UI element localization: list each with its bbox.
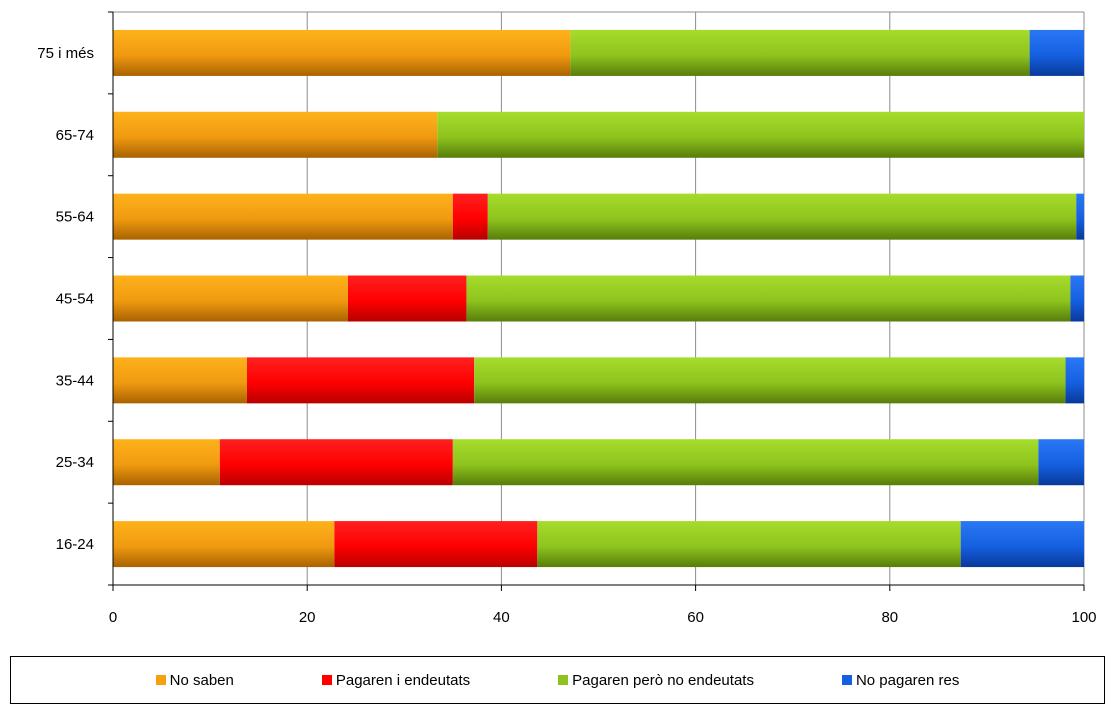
x-tick-label: 60 — [687, 609, 704, 626]
legend-swatch — [558, 675, 569, 685]
bar-segment — [113, 193, 453, 240]
bars — [113, 29, 1085, 568]
y-tick-label: 45-54 — [56, 291, 94, 308]
y-tick-label: 16-24 — [56, 536, 94, 553]
x-tick-label: 20 — [299, 609, 316, 626]
y-tick-label: 35-44 — [56, 372, 94, 389]
legend-label: Pagaren però no endeutats — [572, 671, 754, 689]
bar-segment — [452, 193, 488, 240]
y-tick-label: 65-74 — [56, 127, 94, 144]
legend-swatch — [321, 675, 332, 685]
bar-segment — [113, 29, 571, 76]
legend-swatch — [155, 675, 166, 685]
x-tick-label: 0 — [109, 609, 117, 626]
bar-segment — [113, 521, 335, 568]
legend-item: No pagaren res — [841, 671, 960, 689]
legend-item: Pagaren però no endeutats — [558, 672, 754, 689]
bar-segment — [1065, 357, 1084, 404]
bar-segment — [437, 111, 1085, 158]
bar-segment — [113, 275, 348, 322]
y-tick-label: 75 i més — [37, 45, 94, 62]
bar-segment — [466, 275, 1071, 322]
x-tick-label: 80 — [881, 609, 898, 626]
bar-segment — [487, 193, 1077, 240]
bar-segment — [474, 357, 1066, 404]
bar-segment — [113, 111, 438, 158]
x-tick-label: 40 — [493, 609, 510, 626]
legend-item: No saben — [155, 671, 234, 689]
bar-segment — [246, 357, 475, 404]
bar-segment — [960, 521, 1084, 568]
legend-label: No pagaren res — [855, 671, 960, 689]
bar-segment — [347, 275, 467, 322]
bar-segment — [1076, 193, 1084, 240]
tick-labels: 75 i més 65-74 55-64 45-54 35-44 25-34 16-24 0 2… — [37, 45, 1096, 626]
legend: No saben Pagaren i endeutats Pagaren però … — [10, 656, 1105, 704]
bar-segment — [334, 521, 538, 568]
legend-swatch — [841, 675, 852, 685]
x-tick-label: 100 — [1071, 609, 1096, 626]
bar-segment — [570, 29, 1030, 76]
legend-label: Pagaren i endeutats — [335, 671, 471, 689]
axes — [108, 11, 1085, 591]
bar-segment — [219, 439, 453, 486]
bar-segment — [1029, 29, 1084, 76]
bar-segment — [113, 357, 247, 404]
bar-segment — [537, 521, 961, 568]
bar-segment — [1070, 275, 1084, 322]
legend-item: Pagaren i endeutats — [321, 671, 471, 689]
y-tick-label: 55-64 — [56, 209, 94, 226]
legend-label: No saben — [169, 671, 234, 689]
bar-segment — [452, 439, 1039, 486]
y-tick-label: 25-34 — [56, 454, 94, 471]
stacked-bar-chart: 75 i més 65-74 55-64 45-54 35-44 25-34 16-24 0 2… — [37, 11, 1097, 626]
bar-segment — [113, 439, 220, 486]
bar-segment — [1038, 439, 1084, 486]
